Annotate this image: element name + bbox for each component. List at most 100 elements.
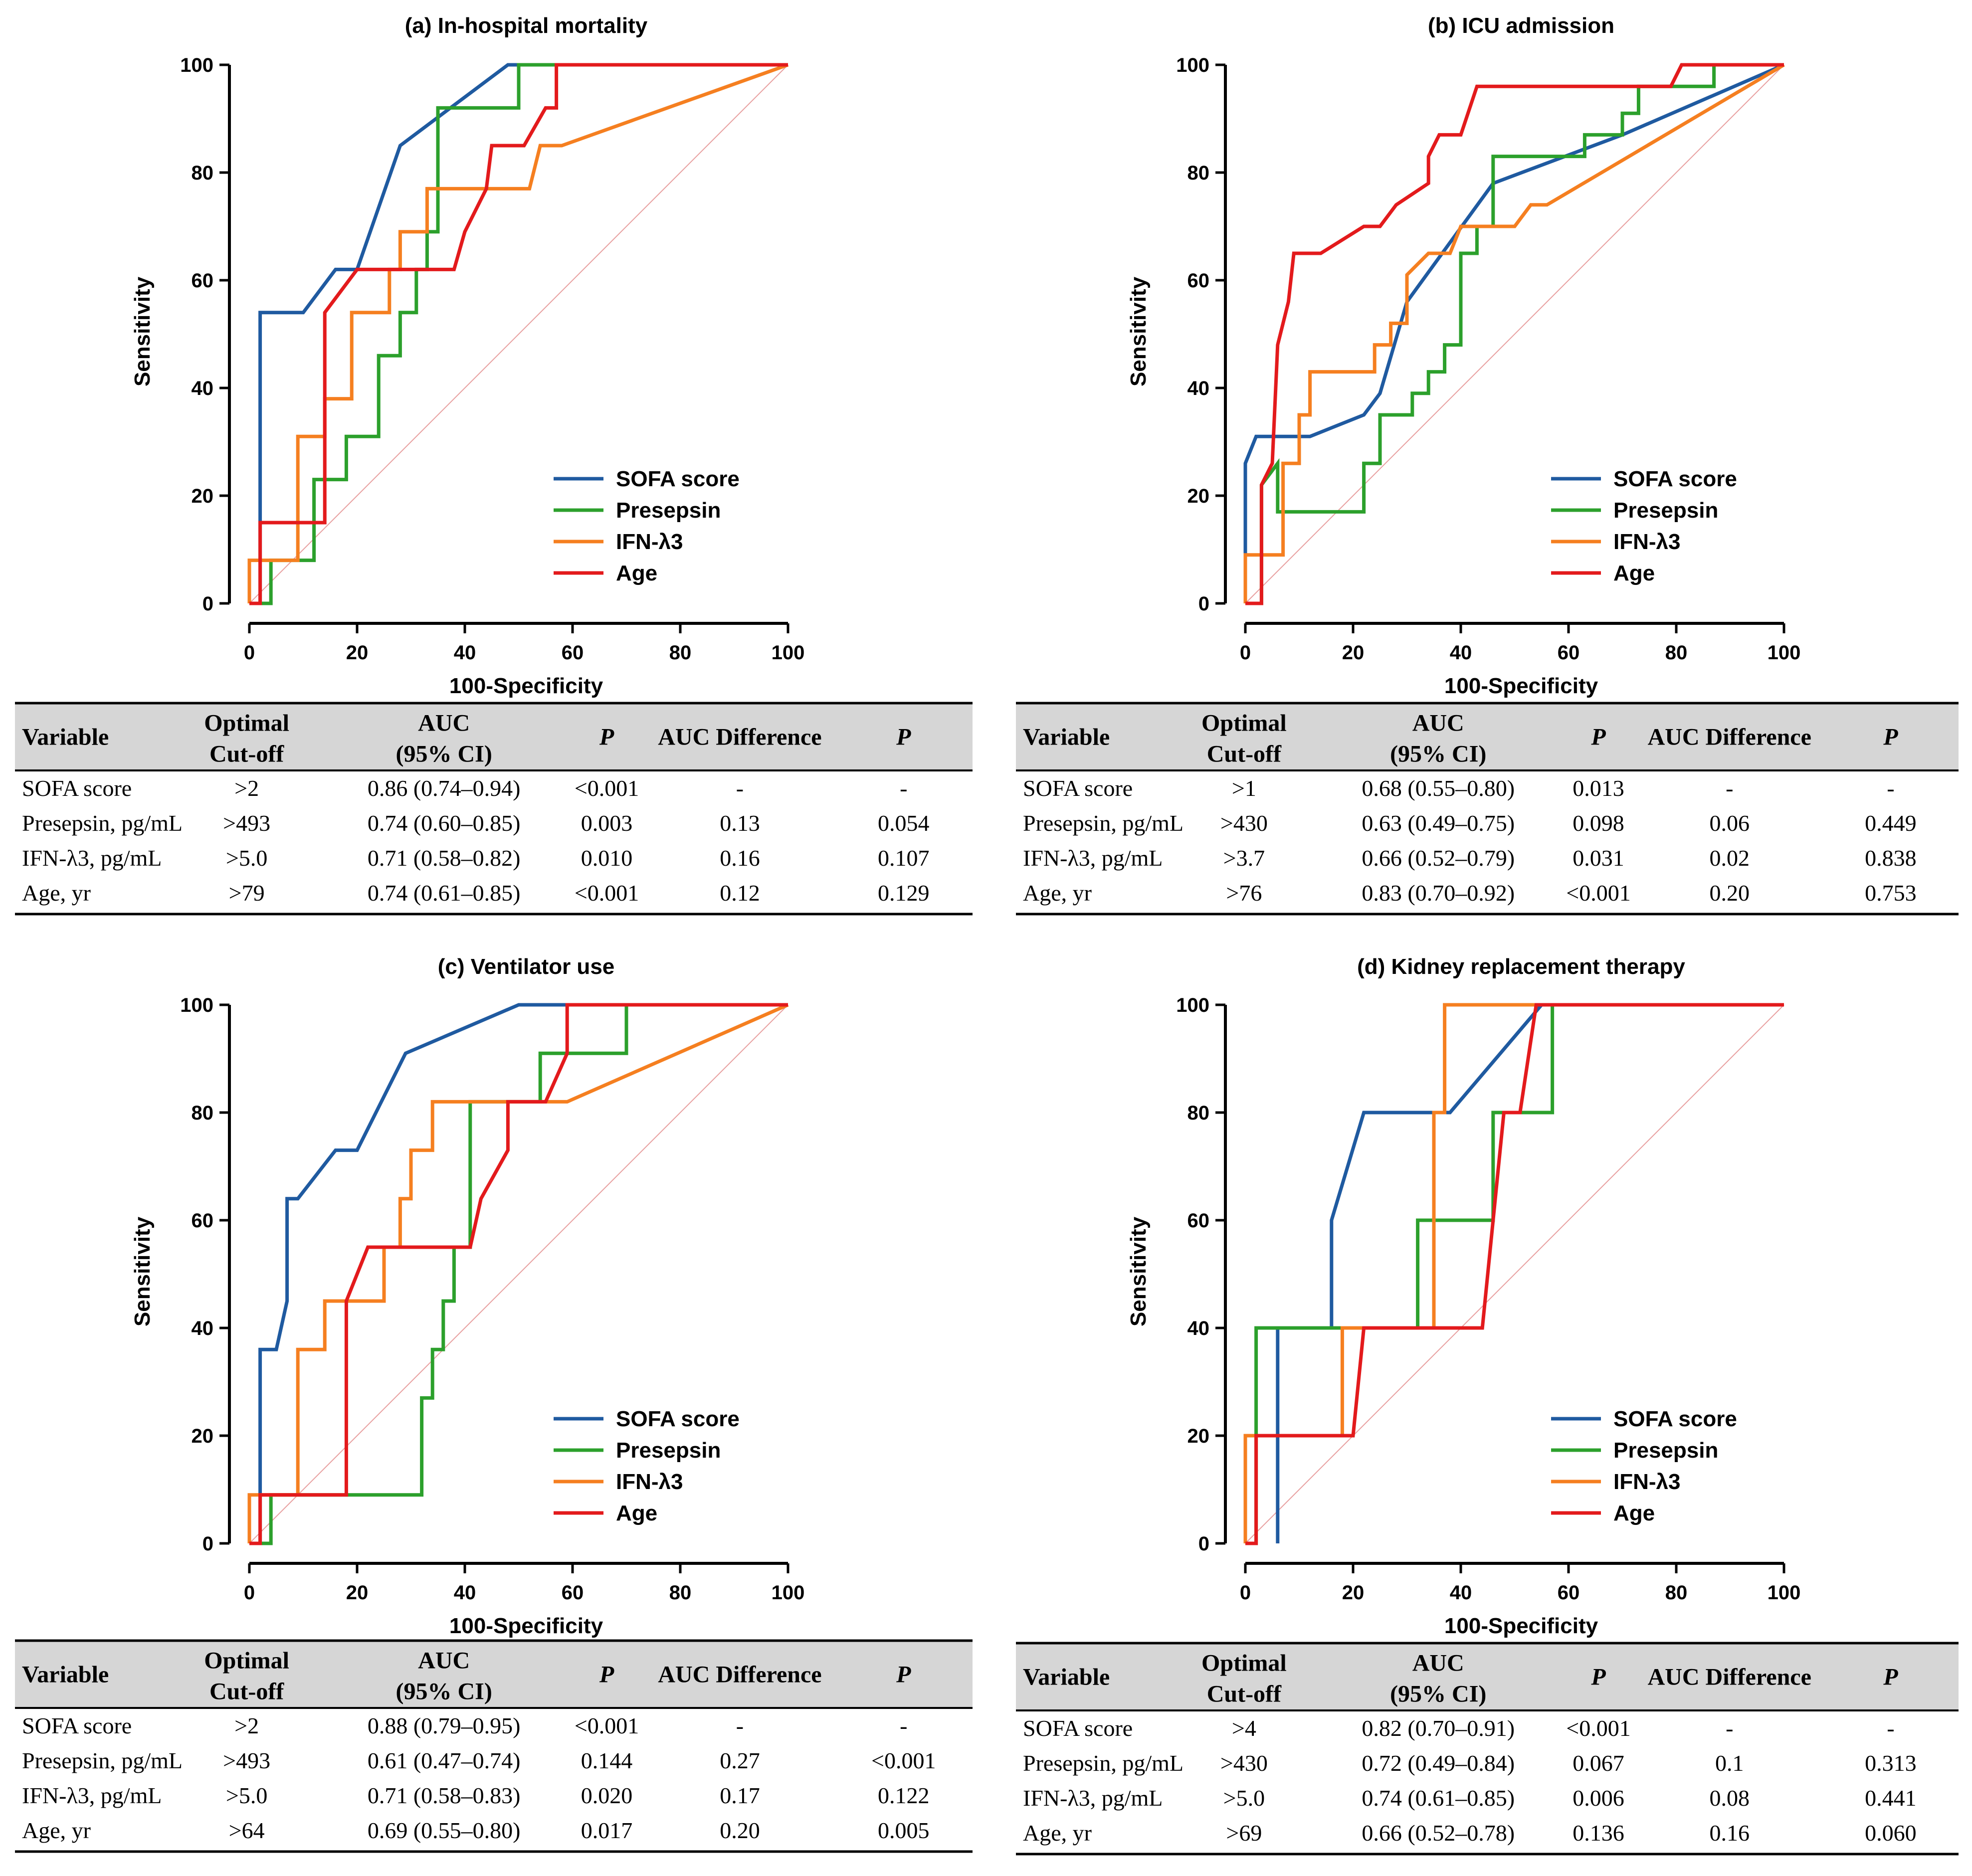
- x-tick-label: 20: [346, 1582, 369, 1604]
- cell-p-difference: 0.005: [878, 1818, 930, 1843]
- header-cutoff-2: Cut-off: [1207, 741, 1282, 767]
- cell-p: 0.003: [581, 810, 633, 836]
- header-auc-ci: (95% CI): [396, 1679, 492, 1705]
- cell-auc-difference: 0.08: [1709, 1785, 1750, 1811]
- y-tick-label: 80: [192, 1102, 214, 1124]
- x-axis-label: 100-Specificity: [1444, 1614, 1598, 1638]
- cell-variable: SOFA score: [1023, 1715, 1133, 1741]
- cell-variable: SOFA score: [22, 1713, 132, 1738]
- table-header-band: [15, 1641, 973, 1708]
- cell-p-difference: -: [900, 775, 907, 801]
- cell-p: 0.013: [1573, 775, 1624, 801]
- header-auc-difference: AUC Difference: [1648, 724, 1811, 750]
- y-tick-label: 20: [1187, 1425, 1210, 1447]
- reference-diagonal: [1245, 64, 1784, 604]
- cell-p-difference: 0.054: [878, 810, 930, 836]
- x-tick-label: 20: [1342, 1582, 1365, 1604]
- x-tick-label: 60: [562, 1582, 584, 1604]
- header-auc-difference: AUC Difference: [658, 1662, 821, 1688]
- cell-auc: 0.71 (0.58–0.83): [368, 1783, 521, 1808]
- x-tick-label: 100: [772, 642, 805, 664]
- cell-auc-difference: -: [736, 1713, 744, 1738]
- table-row: Presepsin, pg/mL >430 0.72 (0.49–0.84) 0.06…: [1023, 1750, 1917, 1776]
- y-tick-label: 40: [1187, 377, 1210, 399]
- results-table-3: Variable Optimal Cut-off AUC (95% CI) P AUC Di…: [1016, 1642, 1959, 1856]
- legend-entry: Presepsin: [1613, 1438, 1718, 1463]
- header-variable: Variable: [1023, 1664, 1110, 1690]
- header-variable: Variable: [22, 1662, 109, 1688]
- legend-entry: Presepsin: [616, 1438, 721, 1463]
- legend-entry: Age: [1613, 561, 1655, 585]
- cell-cutoff: >2: [234, 775, 259, 801]
- cell-variable: Age, yr: [22, 1818, 91, 1843]
- cell-auc-difference: -: [1726, 1715, 1733, 1741]
- series-line-age: [249, 1003, 788, 1545]
- legend-entry: SOFA score: [616, 1407, 740, 1431]
- cell-p-difference: -: [1887, 1715, 1894, 1741]
- cell-auc: 0.71 (0.58–0.82): [368, 845, 521, 871]
- header-p-difference: P: [1883, 1664, 1898, 1690]
- cell-variable: IFN-λ3, pg/mL: [22, 845, 162, 871]
- cell-auc: 0.72 (0.49–0.84): [1362, 1750, 1515, 1776]
- cell-auc-difference: 0.13: [720, 810, 760, 836]
- cell-auc: 0.69 (0.55–0.80): [368, 1818, 521, 1843]
- header-cutoff: Optimal: [204, 1648, 289, 1674]
- x-tick-label: 80: [1665, 642, 1688, 664]
- cell-auc-difference: 0.27: [720, 1748, 760, 1773]
- cell-auc-difference: 0.06: [1709, 810, 1750, 836]
- cell-auc: 0.74 (0.61–0.85): [368, 880, 521, 906]
- legend-entry: IFN-λ3: [616, 1470, 683, 1494]
- chart-panel-2: (c) Ventilator use 0 20 40 60 80 100 0 20 40 60 80 1…: [130, 954, 804, 1638]
- header-auc-ci: (95% CI): [1390, 1681, 1486, 1707]
- table-row: Presepsin, pg/mL >493 0.74 (0.60–0.85) 0.00…: [22, 810, 930, 836]
- cell-variable: Presepsin, pg/mL: [22, 810, 183, 836]
- header-variable: Variable: [22, 724, 109, 750]
- header-p: P: [599, 724, 614, 750]
- cell-p-difference: 0.122: [878, 1783, 930, 1808]
- x-tick-label: 40: [1450, 642, 1472, 664]
- cell-variable: Age, yr: [1023, 880, 1092, 906]
- cell-variable: SOFA score: [22, 775, 132, 801]
- x-tick-label: 60: [1558, 642, 1580, 664]
- header-p-difference: P: [896, 724, 911, 750]
- x-tick-label: 0: [1240, 642, 1251, 664]
- header-auc: AUC: [418, 1648, 470, 1674]
- series-line-age: [1245, 63, 1784, 605]
- x-tick-label: 60: [562, 642, 584, 664]
- reference-diagonal: [249, 1004, 789, 1544]
- y-axis-label: Sensitivity: [130, 1216, 155, 1326]
- cell-p-difference: 0.107: [878, 845, 930, 871]
- x-tick-label: 80: [1665, 1582, 1688, 1604]
- cell-auc: 0.74 (0.61–0.85): [1362, 1785, 1515, 1811]
- table-row: Age, yr >79 0.74 (0.61–0.85) <0.001 0.12 0.12…: [22, 880, 930, 906]
- header-p: P: [1590, 1664, 1606, 1690]
- x-axis-label: 100-Specificity: [449, 1614, 603, 1638]
- cell-p: 0.067: [1573, 1750, 1624, 1776]
- cell-p-difference: 0.753: [1865, 880, 1917, 906]
- cell-auc: 0.61 (0.47–0.74): [368, 1748, 521, 1773]
- y-tick-label: 0: [1198, 1533, 1209, 1555]
- cell-cutoff: >493: [223, 810, 270, 836]
- chart-panel-1: (b) ICU admission 0 20 40 60 80 100 0 20 40 60 80 10…: [1126, 13, 1800, 698]
- series-line-age: [249, 63, 788, 605]
- cell-cutoff: >493: [223, 1748, 270, 1773]
- y-tick-label: 0: [1198, 593, 1209, 615]
- y-tick-label: 100: [1176, 994, 1209, 1016]
- cell-p: <0.001: [575, 880, 639, 906]
- cell-cutoff: >69: [1226, 1820, 1262, 1846]
- x-tick-label: 0: [244, 1582, 255, 1604]
- header-cutoff: Optimal: [204, 710, 289, 737]
- series-line-ifn-3: [247, 63, 789, 603]
- series-line-sofa-score: [1276, 1003, 1784, 1543]
- cell-auc-difference: -: [736, 775, 744, 801]
- chart-panel-0: (a) In-hospital mortality 0 20 40 60 80 100 0 20…: [130, 13, 804, 698]
- cell-cutoff: >430: [1220, 1750, 1268, 1776]
- cell-auc: 0.68 (0.55–0.80): [1362, 775, 1515, 801]
- x-tick-label: 80: [669, 642, 692, 664]
- cell-auc: 0.82 (0.70–0.91): [1362, 1715, 1515, 1741]
- x-tick-label: 0: [244, 642, 255, 664]
- cell-p: 0.136: [1573, 1820, 1624, 1846]
- legend-entry: Presepsin: [1613, 498, 1718, 523]
- cell-cutoff: >76: [1226, 880, 1262, 906]
